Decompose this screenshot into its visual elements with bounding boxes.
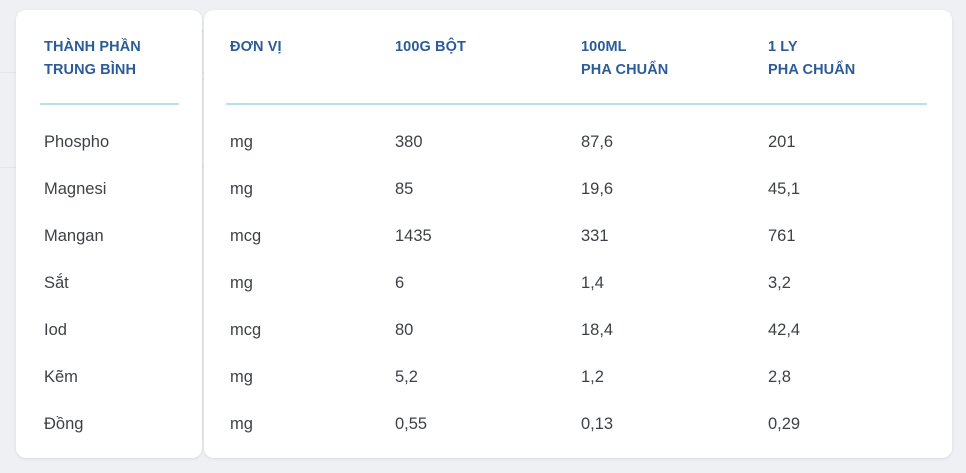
row-component-name: Sắt xyxy=(44,274,69,292)
row-component-name: Mangan xyxy=(44,227,104,245)
row-per-100g-cell: 85 xyxy=(395,180,414,198)
row-per-cup-cell: 201 xyxy=(768,133,796,151)
row-component-name: Iod xyxy=(44,321,67,339)
row-per-cup-cell: 42,4 xyxy=(768,321,801,339)
row-per-100ml-cell: 1,2 xyxy=(581,368,604,386)
row-per-cup-cell: 3,2 xyxy=(768,274,791,292)
row-component-name: Phospho xyxy=(44,133,110,151)
column-header-unit: ĐƠN VỊ xyxy=(230,39,282,55)
row-per-100ml-cell: 87,6 xyxy=(581,133,614,151)
row-unit-cell: mcg xyxy=(230,227,262,245)
row-per-100g-cell: 1435 xyxy=(395,227,432,245)
column-header-per-100g: 100G BỘT xyxy=(395,39,466,55)
row-per-cup-cell: 761 xyxy=(768,227,796,245)
row-component-name: Đồng xyxy=(44,415,84,433)
row-unit-cell: mg xyxy=(230,368,253,386)
row-per-100ml-cell: 0,13 xyxy=(581,415,614,433)
row-per-100ml-cell: 331 xyxy=(581,227,609,245)
row-per-cup-cell: 2,8 xyxy=(768,368,791,386)
row-unit-cell: mcg xyxy=(230,321,262,339)
row-per-100ml-cell: 18,4 xyxy=(581,321,614,339)
column-header-per-cup: 1 LY PHA CHUẨN xyxy=(768,39,856,78)
row-per-100g-cell: 380 xyxy=(395,133,423,151)
row-per-100g-cell: 80 xyxy=(395,321,414,339)
row-unit-cell: mg xyxy=(230,274,253,292)
row-per-100g-cell: 5,2 xyxy=(395,368,418,386)
scrollable-table-card[interactable]: ĐƠN VỊ 100G BỘT 100ML PHA CHUẨN 1 LY PHA… xyxy=(204,10,952,458)
header-rule xyxy=(226,103,927,105)
row-per-100ml-cell: 1,4 xyxy=(581,274,604,292)
row-per-100g-cell: 0,55 xyxy=(395,415,428,433)
row-per-cup-cell: 0,29 xyxy=(768,415,801,433)
row-unit-cell: mg xyxy=(230,133,253,151)
row-unit-cell: mg xyxy=(230,415,253,433)
column-header-per-100ml: 100ML PHA CHUẨN xyxy=(581,39,669,78)
row-per-100g-cell: 6 xyxy=(395,274,405,292)
row-unit-cell: mg xyxy=(230,180,253,198)
header-rule xyxy=(40,103,179,105)
column-divider xyxy=(202,30,203,440)
row-component-name: Kẽm xyxy=(44,368,78,386)
sticky-column-card[interactable]: THÀNH PHẦN TRUNG BÌNH Phospho Magnesi Mang… xyxy=(16,10,202,458)
row-per-cup-cell: 45,1 xyxy=(768,180,801,198)
column-header-component: THÀNH PHẦN TRUNG BÌNH xyxy=(44,39,141,78)
row-per-100ml-cell: 19,6 xyxy=(581,180,614,198)
row-component-name: Magnesi xyxy=(44,180,107,198)
